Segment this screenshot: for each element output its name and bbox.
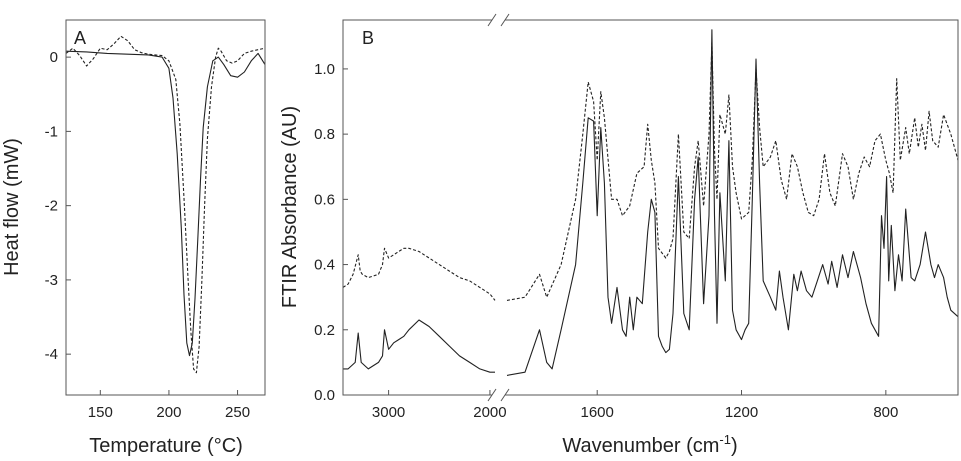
panel-b-series-solid-line-segment-2 xyxy=(506,29,959,376)
panel-b-y-tick-label: 0.6 xyxy=(314,191,335,208)
panel-b-y-tick-label: 0.0 xyxy=(314,387,335,404)
panel-b-x-axis-title: Wavenumber (cm-1) xyxy=(562,432,737,457)
panel-a-x-axis-title: Temperature (°C) xyxy=(89,435,243,457)
panel-a-y-tick-label: -1 xyxy=(45,123,58,140)
axis-break-marks xyxy=(487,13,510,402)
panel-b-y-tick-label: 0.4 xyxy=(314,257,335,274)
panel-b-series-dashed-line-segment-2 xyxy=(506,42,959,301)
panel-b-x-tick-label: 800 xyxy=(873,404,898,421)
panel-b-y-tick-label: 0.2 xyxy=(314,322,335,339)
panel-b-label: B xyxy=(362,28,374,48)
panel-b-x-tick-label: 1600 xyxy=(581,404,614,421)
panel-b-curves xyxy=(342,29,959,376)
panel-a-x-tick-label: 200 xyxy=(156,404,181,421)
panel-b-series-dashed-line-segment-1 xyxy=(342,247,496,301)
panel-a-x-tick-label: 150 xyxy=(88,404,113,421)
panel-b-x-tick-label: 3000 xyxy=(372,404,405,421)
panel-a-label: A xyxy=(74,28,86,48)
panel-b-x-tick-label: 1200 xyxy=(725,404,758,421)
panel-b-y-axis-title: FTIR Absorbance (AU) xyxy=(279,106,301,308)
panel-b-ticks: 3000 2000 1600 1200 800 0.0 0.2 0.4 0.6 0.8 1.0 xyxy=(314,61,898,421)
panel-a-heat-flow-chart: 150 200 250 0 -1 -2 -3 -4 A Temperature (°C) He… xyxy=(1,19,266,457)
panel-b-y-tick-label: 1.0 xyxy=(314,61,335,78)
panel-b-x-tick-label: 2000 xyxy=(473,404,506,421)
panel-b-series-solid-line-segment-1 xyxy=(343,319,495,373)
panel-a-ticks: 150 200 250 0 -1 -2 -3 -4 xyxy=(45,49,250,421)
panel-a-curves xyxy=(65,35,266,374)
panel-a-series-solid-line xyxy=(65,50,266,357)
panel-a-plot-frame xyxy=(65,19,266,396)
panel-b-plot-frame xyxy=(342,19,959,396)
panel-a-series-dashed-line xyxy=(65,35,266,374)
panel-a-y-tick-label: -2 xyxy=(45,198,58,215)
panel-a-y-tick-label: -3 xyxy=(45,272,58,289)
panel-a-y-axis-title: Heat flow (mW) xyxy=(1,138,23,276)
panel-a-x-tick-label: 250 xyxy=(225,404,250,421)
panel-a-y-tick-label: -4 xyxy=(45,346,58,363)
panel-a-y-tick-label: 0 xyxy=(50,49,58,66)
panel-b-y-tick-label: 0.8 xyxy=(314,126,335,143)
